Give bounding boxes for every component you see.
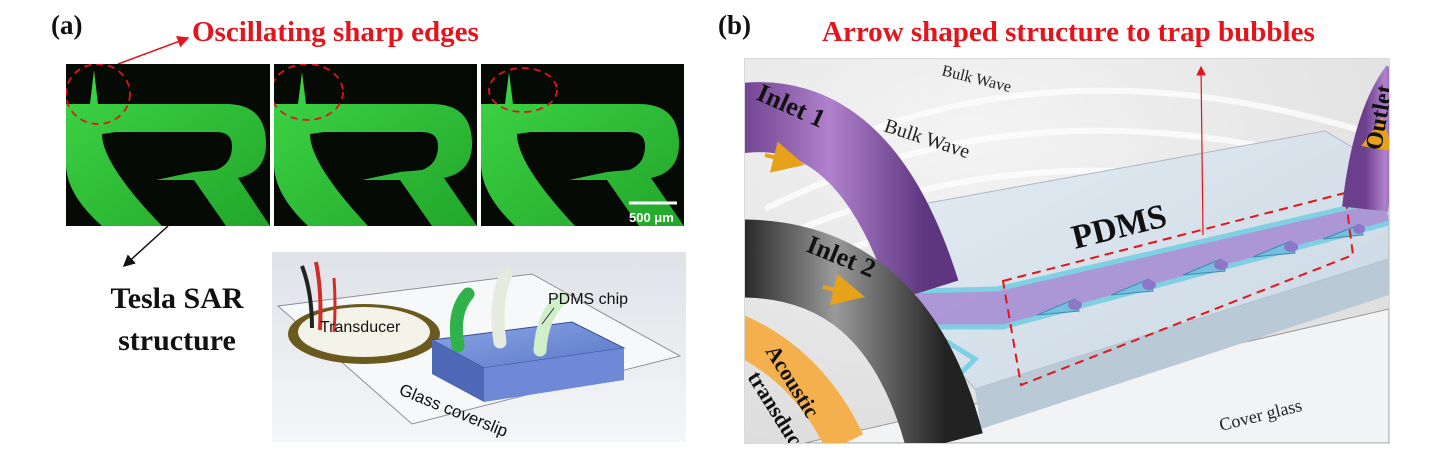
micrograph-2 [274, 64, 477, 226]
panel-b-label: (b) [718, 10, 751, 40]
arrow-structure-title: Arrow shaped structure to trap bubbles [822, 16, 1315, 48]
micrograph-3: 500 μm [481, 64, 684, 226]
tesla-arrow [122, 225, 169, 268]
device-illustration: Bulk Wave Bulk Wave Inlet 1 Inlet 2 Outl… [744, 58, 1390, 444]
chip-pdms-label: PDMS chip [548, 291, 628, 308]
tesla-sar-label: Tesla SAR structure [72, 278, 282, 362]
chip-transducer-label: Transducer [320, 319, 401, 336]
tesla-sar-line1: Tesla SAR [110, 282, 244, 315]
scale-bar-label: 500 μm [629, 210, 674, 225]
chip-render: Transducer PDMS chip Glass coverslip [272, 252, 686, 442]
micrograph-1 [66, 64, 270, 226]
oscillating-edges-title: Oscillating sharp edges [192, 16, 479, 48]
tesla-sar-line2: structure [118, 324, 236, 357]
panel-a-label: (a) [51, 10, 83, 40]
panel-a-annotation-arrows [117, 36, 190, 65]
